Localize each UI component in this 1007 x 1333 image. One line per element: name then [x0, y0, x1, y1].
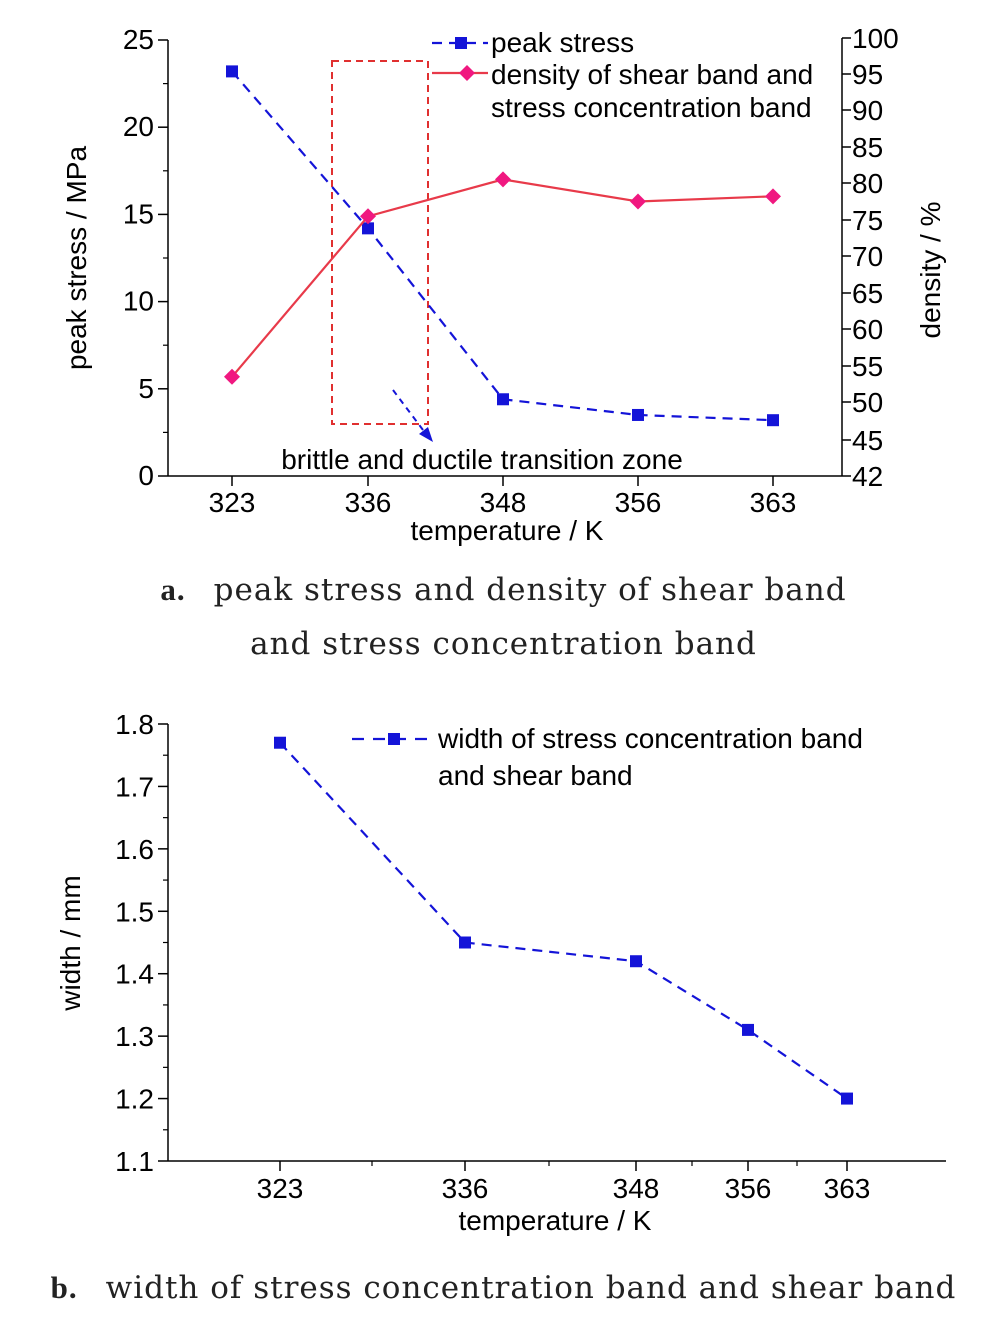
y-tick-label: 1.5 [115, 896, 154, 927]
left-y-tick-label: 25 [123, 24, 154, 55]
legend-peak-stress-label: peak stress [491, 27, 634, 58]
chart-a: 0 5 10 15 20 25 42 45 50 55 60 65 70 75 80 85 90 95 100 323… [61, 23, 946, 546]
series-width-line [279, 741, 848, 1100]
y-tick-label: 1.4 [115, 959, 154, 990]
caption-b-line: b. width of stress concentration band and… [0, 1270, 1007, 1306]
series-density-point [360, 208, 376, 225]
series-width-point [630, 955, 642, 968]
caption-a-line2: and stress concentration band [250, 626, 757, 662]
series-peak-stress-point [226, 65, 238, 78]
series-peak-stress-point [767, 414, 779, 427]
x-axis-title: temperature / K [459, 1205, 652, 1236]
x-tick-label: 363 [824, 1173, 871, 1204]
x-tick-label: 323 [209, 487, 256, 518]
y-tick-label: 1.3 [115, 1021, 154, 1052]
legend-width-label-line2: and shear band [438, 760, 633, 791]
left-y-tick-label: 15 [123, 198, 154, 229]
caption-a-text1: peak stress and density of shear band [213, 572, 847, 608]
y-tick-label: 1.7 [115, 771, 154, 802]
x-tick-label: 348 [480, 487, 527, 518]
left-y-tick-label: 10 [123, 286, 154, 317]
x-tick-label: 323 [257, 1173, 304, 1204]
series-peak-stress-point [632, 408, 644, 421]
right-y-tick-label: 100 [852, 23, 899, 54]
y-tick-label: 1.2 [115, 1084, 154, 1115]
right-y-tick-label: 50 [852, 387, 883, 418]
x-tick-label: 356 [615, 487, 662, 518]
x-tick-label: 348 [613, 1173, 660, 1204]
series-peak-stress-point [497, 393, 509, 406]
left-y-tick-label: 5 [138, 373, 154, 404]
caption-a-label: a. [160, 572, 186, 607]
caption-a-line1: a. peak stress and density of shear band [0, 572, 1007, 608]
right-y-tick-label: 95 [852, 59, 883, 90]
legend-width-label-line1: width of stress concentration band [437, 723, 863, 754]
series-density-line [231, 178, 774, 378]
chart-a-panel: 0 5 10 15 20 25 42 45 50 55 60 65 70 75 80 85 90 95 100 323… [0, 0, 1007, 560]
series-density-point [495, 171, 511, 188]
x-tick-label: 363 [750, 487, 797, 518]
x-tick-label: 356 [725, 1173, 772, 1204]
transition-zone-box [331, 60, 429, 425]
chart-b-panel: 1.1 1.2 1.3 1.4 1.5 1.6 1.7 1.8 323 336 348 356 363 w… [0, 700, 1007, 1260]
right-y-axis-title: density / % [915, 202, 946, 339]
x-axis-title: temperature / K [411, 515, 604, 546]
chart-b: 1.1 1.2 1.3 1.4 1.5 1.6 1.7 1.8 323 336 348 356 363 w… [55, 709, 946, 1236]
series-density-point [765, 188, 781, 205]
x-tick-label: 336 [442, 1173, 489, 1204]
left-y-axis-title: peak stress / MPa [61, 146, 92, 371]
series-width-point [742, 1023, 754, 1036]
right-y-tick-label: 75 [852, 205, 883, 236]
y-axis-title: width / mm [55, 875, 86, 1011]
y-tick-label: 1.8 [115, 709, 154, 740]
right-y-tick-label: 85 [852, 132, 883, 163]
y-tick-label: 1.1 [115, 1146, 154, 1177]
left-y-tick-label: 20 [123, 111, 154, 142]
series-width-point [841, 1092, 853, 1105]
annotation-arrow-line [392, 389, 427, 435]
legend-density-label-line1: density of shear band and [491, 59, 813, 90]
legend-density-marker [459, 65, 475, 81]
y-tick-label: 1.6 [115, 834, 154, 865]
right-y-tick-label: 65 [852, 278, 883, 309]
right-y-tick-label: 45 [852, 425, 883, 456]
series-density-point [224, 368, 240, 385]
series-peak-stress-point [362, 222, 374, 235]
caption-b-text: width of stress concentration band and s… [105, 1270, 957, 1306]
caption-b-label: b. [50, 1270, 78, 1305]
series-peak-stress-line [231, 70, 774, 422]
right-y-tick-label: 55 [852, 351, 883, 382]
annotation-arrow-head [419, 427, 433, 442]
right-y-tick-label: 42 [852, 461, 883, 492]
series-width-point [274, 736, 286, 749]
right-y-tick-label: 80 [852, 168, 883, 199]
left-y-tick-label: 0 [138, 460, 154, 491]
right-y-tick-label: 60 [852, 314, 883, 345]
right-y-tick-label: 90 [852, 95, 883, 126]
x-tick-label: 336 [345, 487, 392, 518]
legend-width-marker [388, 733, 400, 745]
series-density-point [630, 193, 646, 210]
right-y-tick-label: 70 [852, 241, 883, 272]
legend-peak-stress-marker [455, 37, 467, 49]
series-width-point [459, 936, 471, 949]
legend-density-label-line2: stress concentration band [491, 92, 812, 123]
transition-zone-label: brittle and ductile transition zone [281, 444, 683, 475]
